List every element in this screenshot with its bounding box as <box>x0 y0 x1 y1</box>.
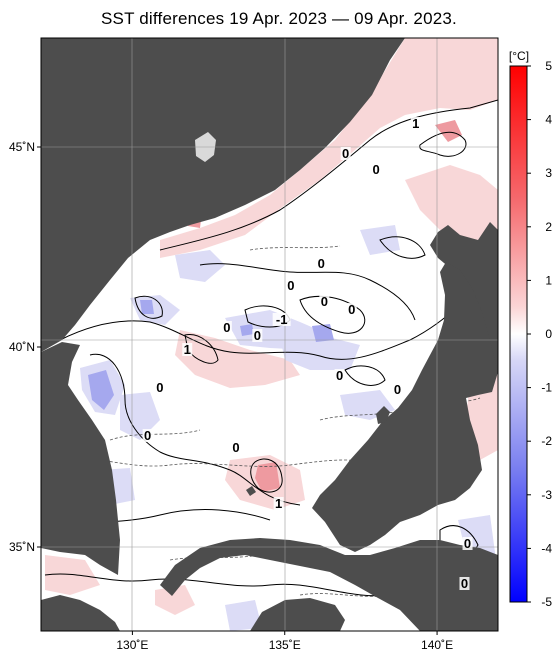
contour-label: 1 <box>412 116 419 131</box>
lon-tick-label: 140˚E <box>421 638 453 652</box>
contour-label: 0 <box>156 380 163 395</box>
contour-label-background <box>230 441 241 454</box>
contour-label-background <box>410 117 421 130</box>
land-honshu-north <box>312 262 498 552</box>
contour-label: 0 <box>287 278 294 293</box>
colorbar-tick-label: 5 <box>545 59 552 73</box>
map-plot-area: 1 0 0 0 0 0 0 -1 0 0 1 0 0 0 0 0 1 0 0 <box>41 38 498 631</box>
graticule <box>41 38 498 631</box>
contour-label: 0 <box>336 368 343 383</box>
contour-label-background <box>371 163 382 176</box>
land-honshu-west <box>160 538 498 631</box>
contour-label: 0 <box>223 320 230 335</box>
land-sakhalin-hokkaido <box>430 38 498 375</box>
contour-label-background <box>346 303 357 316</box>
colorbar-tick-label: 4 <box>545 113 552 127</box>
contour-label: 0 <box>254 328 261 343</box>
colorbar-tick-label: -2 <box>541 434 552 448</box>
contour-label-background <box>462 537 473 550</box>
colorbar-tick-label: -3 <box>541 488 552 502</box>
page-title: SST differences 19 Apr. 2023 — 09 Apr. 2… <box>101 9 457 28</box>
contour-label-background <box>252 329 263 342</box>
contour-label-background <box>319 295 330 308</box>
land-masses <box>41 38 498 631</box>
colorbar-tick-label: -1 <box>541 381 552 395</box>
land-sado <box>376 406 390 424</box>
contour-label: -1 <box>276 312 288 327</box>
colorbar-ticks: 5 4 3 2 1 0 -1 -2 -3 -4 -5 <box>527 59 552 609</box>
lon-tick-label: 135˚E <box>269 638 301 652</box>
colorbar: [°C] 5 4 3 2 1 0 -1 -2 -3 -4 -5 <box>509 49 552 609</box>
map-frame <box>40 37 499 632</box>
contour-label-background <box>459 577 470 590</box>
contour-label-background <box>273 497 284 510</box>
lat-tick-label: 35˚N <box>9 540 35 554</box>
contour-label: 0 <box>144 428 151 443</box>
colorbar-tick-label: 0 <box>545 327 552 341</box>
contour-label-background <box>334 369 345 382</box>
contour-label-background <box>272 313 291 326</box>
contour-label-background <box>221 321 232 334</box>
contour-label-background <box>316 257 327 270</box>
land-korea <box>41 342 120 575</box>
colorbar-unit-label: [°C] <box>509 49 529 63</box>
contour-label: 0 <box>461 576 468 591</box>
contour-label: 0 <box>232 440 239 455</box>
axis-layer: 45˚N 40˚N 35˚N 130˚E 135˚E 140˚E <box>9 140 453 652</box>
contour-label-background <box>182 343 193 356</box>
lon-tick-label: 130˚E <box>116 638 148 652</box>
cool-anomaly-strong <box>88 300 334 410</box>
contour-label: 0 <box>373 162 380 177</box>
colorbar-tick-label: -4 <box>541 541 552 555</box>
contour-label: 0 <box>342 146 349 161</box>
contour-label: 0 <box>321 294 328 309</box>
land-kyushu <box>41 595 120 631</box>
contour-label: 0 <box>394 382 401 397</box>
colorbar-ramp <box>509 65 528 603</box>
contour-label-background <box>142 429 153 442</box>
lat-tick-label: 40˚N <box>9 340 35 354</box>
lat-tick-label: 45˚N <box>9 140 35 154</box>
colorbar-tick-label: 3 <box>545 166 552 180</box>
colorbar-tick-label: -5 <box>541 595 552 609</box>
contour-label-background <box>285 279 296 292</box>
contour-label-background <box>340 147 351 160</box>
contour-label: 0 <box>318 256 325 271</box>
contour-label: 0 <box>348 302 355 317</box>
colorbar-tick-label: 1 <box>545 273 552 287</box>
contour-label: 1 <box>275 496 282 511</box>
land-oki <box>246 486 256 496</box>
land-shikoku <box>250 598 345 631</box>
contour-label: 0 <box>464 536 471 551</box>
contour-labels: 1 0 0 0 0 0 0 -1 0 0 1 0 0 0 0 0 1 0 0 <box>142 116 473 591</box>
contour-label-background <box>154 381 165 394</box>
colorbar-tick-label: 2 <box>545 220 552 234</box>
contour-label-background <box>392 383 403 396</box>
contour-label: 1 <box>184 342 191 357</box>
